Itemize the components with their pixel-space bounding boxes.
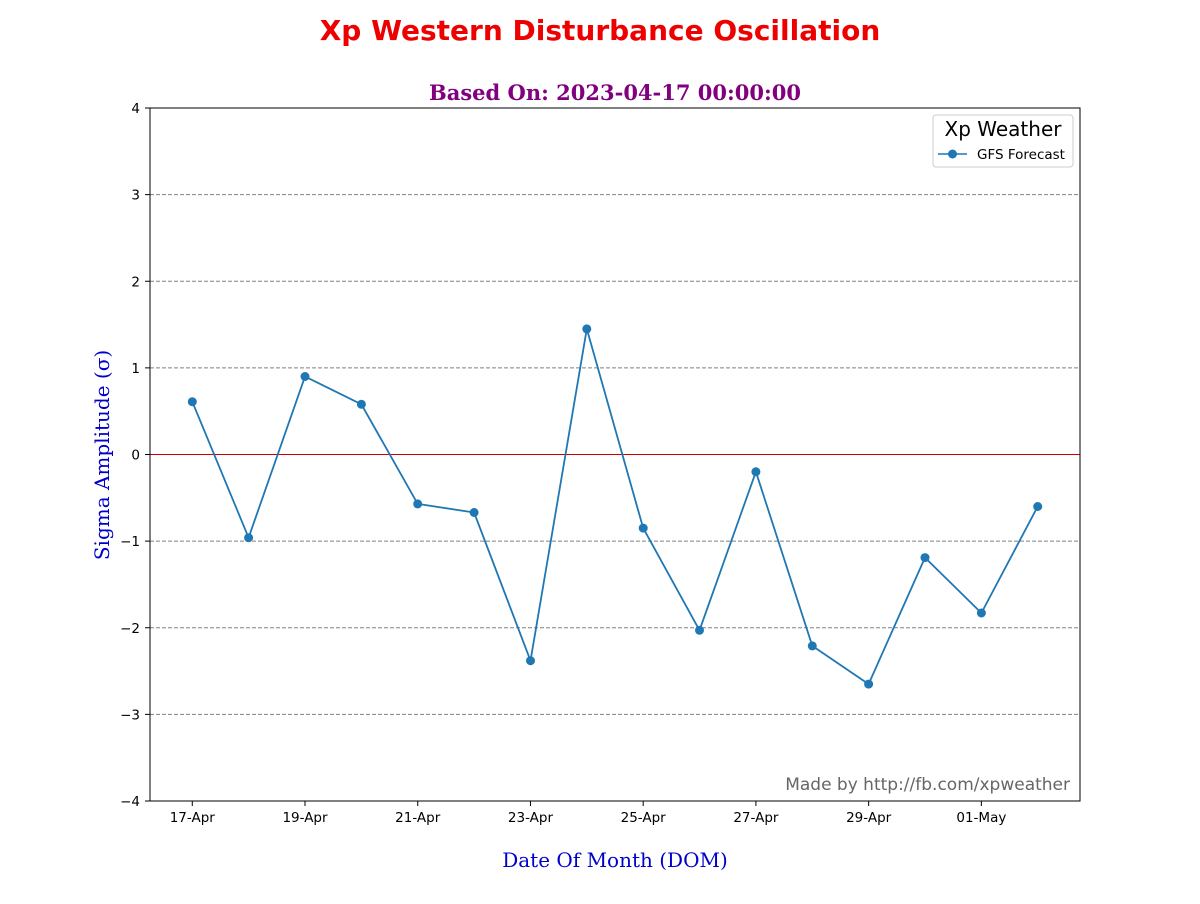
x-tick-label: 17-Apr [170, 810, 216, 826]
y-tick-label: −3 [120, 707, 140, 723]
data-point [526, 656, 535, 666]
y-axis-label: Sigma Amplitude (σ) [90, 350, 114, 560]
data-point [638, 523, 648, 533]
y-tick-label: −1 [120, 534, 140, 550]
y-tick-label: −4 [120, 794, 140, 810]
x-tick-label: 29-Apr [846, 810, 892, 826]
legend-marker-sample [948, 149, 957, 159]
data-point [582, 324, 592, 334]
legend: Xp Weather GFS Forecast [932, 114, 1074, 168]
y-tick-label: 2 [131, 274, 140, 290]
data-point [751, 467, 761, 477]
data-point [469, 508, 479, 517]
data-point [864, 679, 874, 689]
series-line [191, 327, 1039, 685]
x-tick-label: 19-Apr [282, 810, 328, 826]
data-point [807, 641, 817, 651]
data-point [413, 499, 423, 509]
x-tick-label: 21-Apr [395, 810, 441, 826]
data-point [695, 625, 704, 635]
legend-entry-gfs-forecast: GFS Forecast [977, 147, 1065, 163]
data-point [187, 397, 197, 407]
legend-title: Xp Weather [945, 117, 1063, 141]
data-point [244, 533, 254, 543]
y-axis-ticks: 4 3 2 1 0 −1 −2 −3 −4 [120, 101, 150, 810]
chart-title: Xp Western Disturbance Oscillation [320, 14, 881, 47]
data-point [356, 399, 366, 409]
x-tick-label: 27-Apr [733, 810, 779, 826]
watermark-text: Made by http://fb.com/xpweather [785, 775, 1070, 795]
data-point [300, 372, 310, 381]
chart-subtitle: Based On: 2023-04-17 00:00:00 [429, 80, 801, 105]
y-tick-label: 4 [131, 101, 140, 117]
y-tick-label: 0 [131, 448, 140, 464]
y-tick-label: 1 [131, 361, 140, 377]
data-point [1033, 502, 1043, 511]
series-gfs-forecast [187, 324, 1043, 689]
x-tick-label: 01-May [956, 810, 1006, 826]
x-tick-label: 25-Apr [621, 810, 667, 826]
grid-lines [150, 194, 1080, 715]
y-tick-label: 3 [131, 188, 140, 204]
x-tick-label: 23-Apr [508, 810, 554, 826]
y-tick-label: −2 [120, 621, 140, 637]
data-point [920, 553, 930, 563]
x-axis-label: Date Of Month (DOM) [502, 848, 728, 872]
x-axis-ticks: 17-Apr 19-Apr 21-Apr 23-Apr 25-Apr 27-Apr 29-A… [170, 801, 1006, 826]
legend-box [932, 114, 1074, 168]
data-point [976, 608, 986, 618]
